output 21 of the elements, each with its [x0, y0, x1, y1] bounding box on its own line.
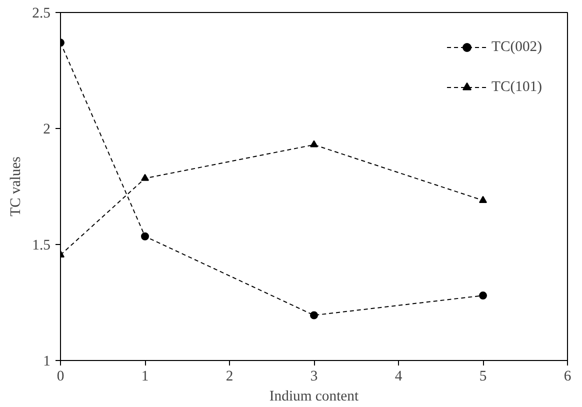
x-tick-label: 5: [479, 368, 487, 384]
point: [141, 232, 149, 240]
x-axis-title: Indium content: [269, 388, 359, 404]
point: [310, 140, 318, 148]
point: [141, 174, 149, 181]
x-tick-label: 2: [226, 368, 234, 384]
legend-label: TC(101): [492, 78, 542, 96]
point: [310, 311, 318, 320]
y-tick-label: 2.5: [32, 6, 51, 22]
legend-label: TC(002): [492, 38, 542, 56]
point: [479, 196, 487, 203]
y-axis-title: TC values: [8, 156, 24, 216]
x-tick-label: 0: [56, 368, 64, 384]
x-tick-label: 3: [310, 368, 318, 384]
x-tick-label: 1: [141, 368, 149, 384]
point: [479, 292, 487, 300]
y-tick-label: 1: [43, 354, 50, 370]
x-tick-label: 4: [394, 368, 403, 384]
y-tick-label: 2: [43, 122, 50, 138]
y-tick-label: 1.5: [32, 238, 51, 254]
x-tick-label: 6: [564, 368, 572, 384]
